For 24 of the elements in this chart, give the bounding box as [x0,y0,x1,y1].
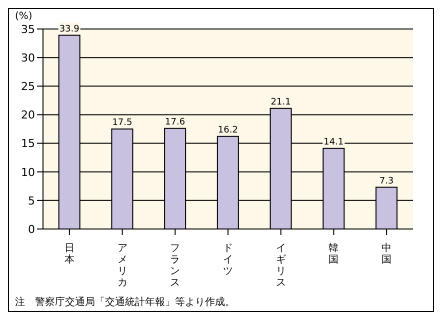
data-label: 17.5 [112,118,132,128]
y-axis-title: (%) [15,11,32,22]
y-tick-label: 35 [21,22,35,36]
y-tick-label: 15 [21,137,35,150]
y-tick-label: 25 [21,80,35,94]
x-tick-label: 中国 [382,242,392,266]
x-tick-label: フランス [170,243,180,288]
x-tick-label: アメリカ [117,243,128,288]
text: 注 警察庁交通局「交通統計年報」等より作成。 [15,296,235,309]
y-tick-label: 30 [21,51,35,64]
data-label: 7.3 [379,176,394,186]
x-tick-label: イギリス [276,243,286,288]
data-label: 17.6 [165,117,186,128]
y-tick-label: 0 [28,222,35,236]
y-tick-label: 10 [21,166,35,179]
data-label: 14.1 [324,137,344,148]
data-label: 21.1 [270,97,291,108]
x-tick-label: 日本 [64,243,74,266]
data-label: 16.2 [218,125,238,136]
y-tick-label: 20 [21,108,35,122]
x-tick-label: 韓国 [328,242,339,266]
x-tick-label: ドイツ [223,243,233,277]
data-label: 33.9 [59,24,80,34]
y-tick-label: 5 [28,194,35,208]
